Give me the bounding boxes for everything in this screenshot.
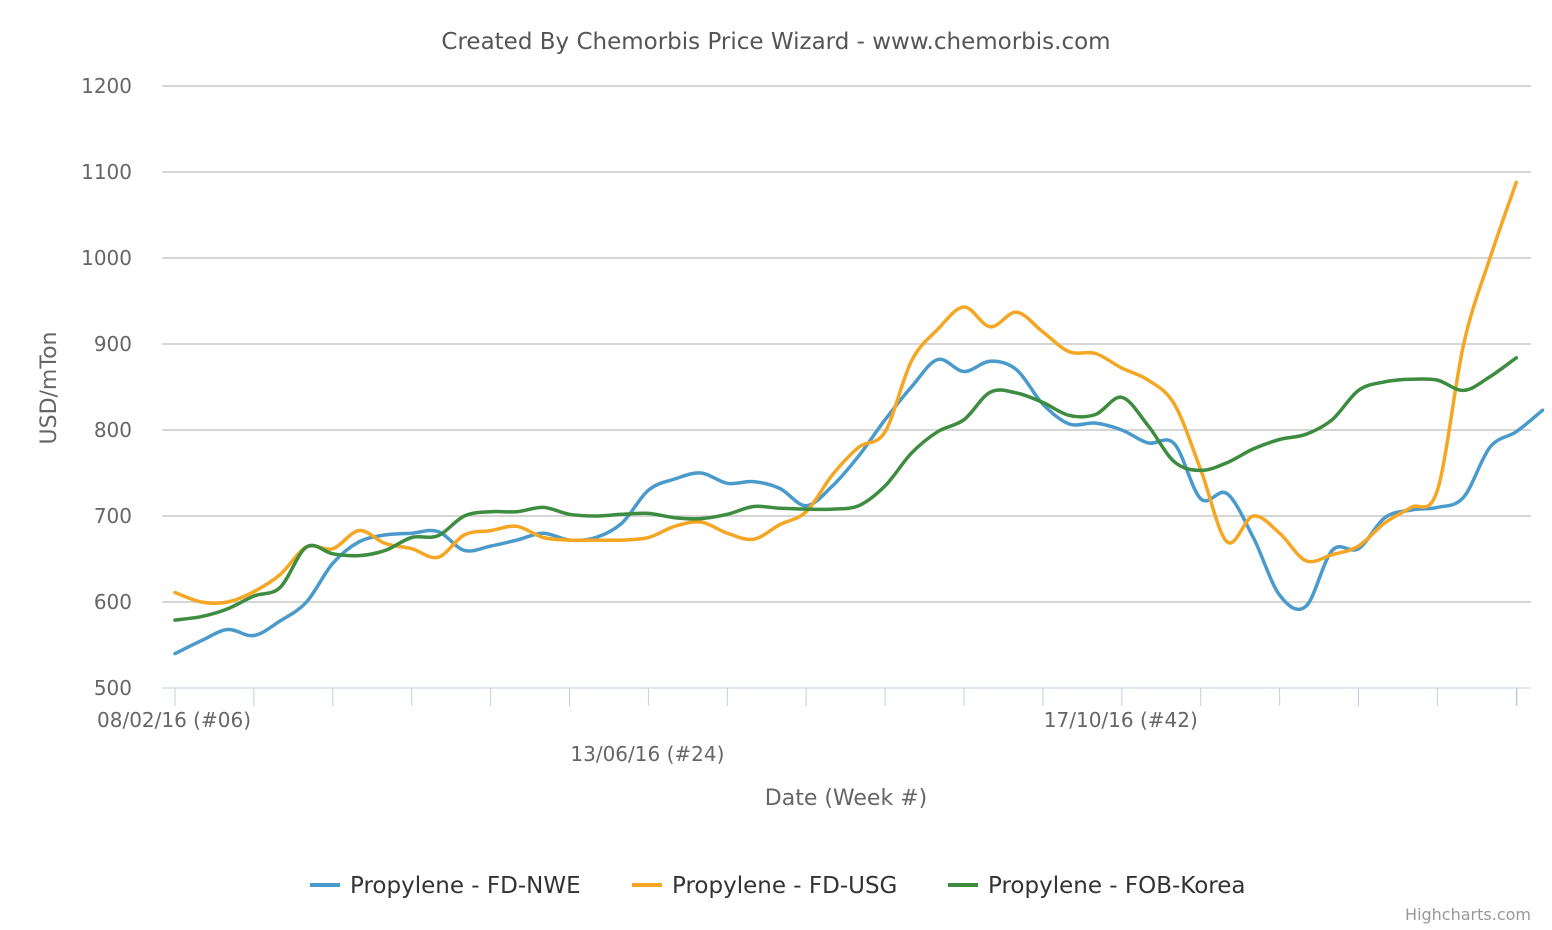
y-tick-label: 700 <box>94 504 132 528</box>
y-tick-label: 1200 <box>81 74 132 98</box>
series-line-1[interactable] <box>173 357 1545 656</box>
legend-label: Propylene - FD-NWE <box>350 873 581 899</box>
legend-label: Propylene - FD-USG <box>672 873 897 899</box>
series-line-3[interactable] <box>173 356 1519 622</box>
series-line-2[interactable] <box>173 180 1519 605</box>
legend-item-2[interactable]: Propylene - FD-USG <box>632 873 897 899</box>
x-tick-label: 17/10/16 (#42) <box>1044 708 1198 732</box>
credits-link[interactable]: Highcharts.com <box>1405 905 1531 924</box>
y-tick-label: 800 <box>94 418 132 442</box>
legend-label: Propylene - FOB-Korea <box>988 873 1246 899</box>
x-tick-labels: 08/02/16 (#06) 13/06/16 (#24) 17/10/16 (#4… <box>97 708 1198 766</box>
y-gridlines <box>162 85 1531 603</box>
y-tick-label: 900 <box>94 332 132 356</box>
y-tick-label: 1100 <box>81 160 132 184</box>
legend: Propylene - FD-NWE Propylene - FD-USG Prop… <box>310 873 1246 899</box>
y-tick-label: 500 <box>94 676 132 700</box>
x-ticks <box>174 688 1518 706</box>
series-lines <box>173 180 1545 656</box>
y-tick-label: 600 <box>94 590 132 614</box>
x-tick-label: 08/02/16 (#06) <box>97 708 251 732</box>
x-axis-title: Date (Week #) <box>765 786 927 811</box>
x-tick-label: 13/06/16 (#24) <box>570 742 724 766</box>
legend-item-1[interactable]: Propylene - FD-NWE <box>310 873 581 899</box>
y-tick-labels: 500 600 700 800 900 1000 1100 1200 <box>81 74 132 700</box>
y-axis-title: USD/mTon <box>37 332 62 445</box>
y-tick-label: 1000 <box>81 246 132 270</box>
legend-item-3[interactable]: Propylene - FOB-Korea <box>948 873 1246 899</box>
chart-title: Created By Chemorbis Price Wizard - www.… <box>441 29 1110 55</box>
